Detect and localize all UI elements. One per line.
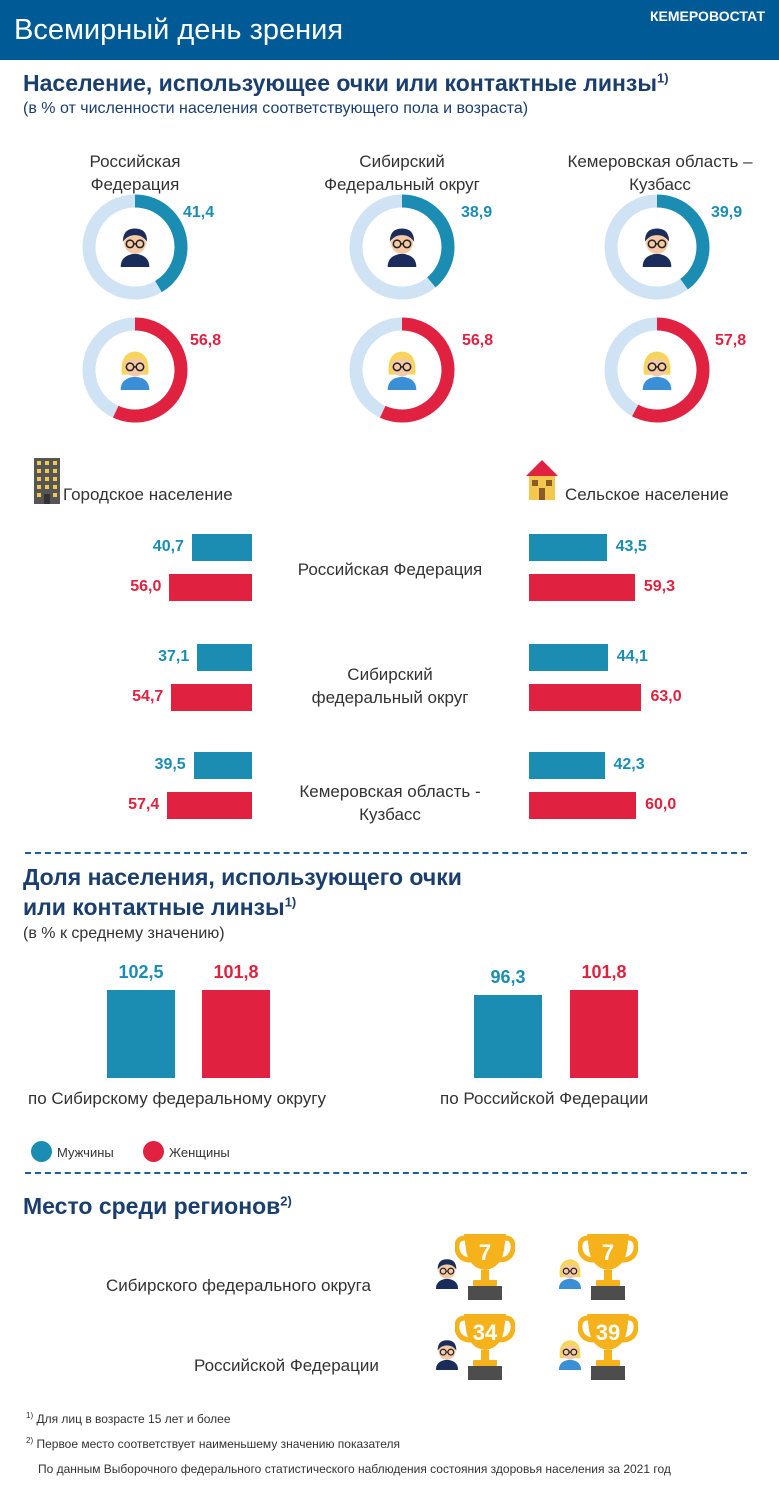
donut-arc-women xyxy=(349,317,455,423)
footnote-2: 2) Первое место соответствует наименьшем… xyxy=(26,1436,401,1451)
bar-share-women xyxy=(202,990,270,1078)
section1-subtitle: (в % от численности населения соответств… xyxy=(23,100,529,117)
row-label-sfo: Сибирский федеральный округ xyxy=(311,665,469,707)
bar-rural-men xyxy=(529,752,605,779)
legend-men-swatch xyxy=(31,1141,52,1162)
bar-share-women xyxy=(570,990,638,1078)
divider-1 xyxy=(25,852,747,854)
divider-2 xyxy=(25,1172,747,1174)
donut-arc-men xyxy=(82,194,188,300)
section4-title: Место среди регионов2) xyxy=(23,1193,292,1219)
woman-avatar-icon xyxy=(119,350,151,390)
group-label-sfo: по Сибирскому федеральному округу xyxy=(28,1089,326,1108)
region-label-sfo: Сибирский Федеральный округ xyxy=(324,152,480,194)
urban-label: Городское население xyxy=(63,485,233,504)
bar-share-men xyxy=(107,989,175,1078)
bar-rural-women xyxy=(529,684,642,711)
bar-rural-men xyxy=(529,534,607,561)
bar-urban-men xyxy=(197,644,252,671)
value-urban-men: 40,7 xyxy=(152,538,184,555)
source-note: По данным Выборочного федерального стати… xyxy=(38,1462,671,1476)
rank-rf-women: 39 xyxy=(595,1320,621,1345)
donut-value-sfo-women: 56,8 xyxy=(462,332,494,349)
page-title: Всемирный день зрения xyxy=(14,14,344,46)
man-avatar-icon xyxy=(119,227,151,267)
rank-sfo-women: 7 xyxy=(601,1240,615,1265)
man-avatar-icon xyxy=(641,227,673,267)
rank-label-sfo: Сибирского федерального округа xyxy=(106,1276,371,1295)
value-rural-men: 44,1 xyxy=(616,648,648,665)
bar-urban-men xyxy=(191,534,252,561)
rank-rf-men: 34 xyxy=(472,1320,498,1345)
man-avatar-icon xyxy=(386,227,418,267)
value-rural-men: 42,3 xyxy=(613,756,645,773)
value-urban-women: 57,4 xyxy=(128,796,160,813)
value-rural-women: 60,0 xyxy=(645,796,677,813)
value-share-women: 101,8 xyxy=(213,962,259,983)
header-bar xyxy=(0,0,779,60)
row-label-rf: Российская Федерация xyxy=(297,560,483,579)
rank-label-rf: Российской Федерации xyxy=(194,1356,379,1375)
region-label-kuzbass: Кемеровская область – Кузбасс xyxy=(567,152,753,194)
value-share-men: 102,5 xyxy=(118,961,164,982)
donut-charts xyxy=(82,194,710,423)
donut-value-rf-women: 56,8 xyxy=(190,332,222,349)
value-rural-women: 59,3 xyxy=(643,578,675,595)
section3-title-line2: или контактные линзы1) xyxy=(23,894,297,920)
value-urban-men: 37,1 xyxy=(158,648,190,665)
house-icon xyxy=(526,460,558,500)
section1-title: Население, использующее очки или контакт… xyxy=(23,70,669,96)
legend-men-label: Мужчины xyxy=(57,1145,114,1160)
bar-rural-men xyxy=(529,644,608,671)
bar-share-men xyxy=(474,995,542,1078)
woman-avatar-icon xyxy=(641,350,673,390)
bar-rural-women xyxy=(529,574,635,601)
region-label-rf: Российская Федерация xyxy=(89,152,181,194)
value-urban-women: 54,7 xyxy=(132,688,164,705)
footnote-1: 1) Для лиц в возрасте 15 лет и более xyxy=(26,1411,231,1426)
value-share-men: 96,3 xyxy=(490,967,526,988)
section3-title-line1: Доля населения, использующего очки xyxy=(23,864,462,890)
bar-urban-men xyxy=(193,752,252,779)
woman-avatar-icon xyxy=(386,350,418,390)
donut-arc-women xyxy=(604,317,710,423)
donut-value-kuzbass-women: 57,8 xyxy=(715,332,747,349)
bar-urban-women xyxy=(167,792,252,819)
bar-urban-women xyxy=(169,574,252,601)
group-label-rf: по Российской Федерации xyxy=(440,1089,649,1108)
value-urban-men: 39,5 xyxy=(154,756,186,773)
bar-urban-women xyxy=(171,684,252,711)
section3-subtitle: (в % к среднему значению) xyxy=(23,925,225,942)
donut-arc-men xyxy=(604,194,710,300)
value-share-women: 101,8 xyxy=(581,962,627,983)
bar-rural-women xyxy=(529,792,637,819)
donut-value-kuzbass-men: 39,9 xyxy=(711,204,743,221)
legend-women-swatch xyxy=(143,1141,164,1162)
value-rural-men: 43,5 xyxy=(615,538,647,555)
value-urban-women: 56,0 xyxy=(130,578,162,595)
donut-value-rf-men: 41,4 xyxy=(183,204,215,221)
donut-arc-men xyxy=(349,194,455,300)
donut-value-sfo-men: 38,9 xyxy=(461,204,493,221)
value-rural-women: 63,0 xyxy=(650,688,682,705)
row-label-kuzbass: Кемеровская область - Кузбасс xyxy=(299,782,481,824)
rural-label: Сельское население xyxy=(565,485,729,504)
building-icon xyxy=(34,458,60,504)
rank-sfo-men: 7 xyxy=(478,1240,492,1265)
donut-arc-women xyxy=(82,317,188,423)
org-name: КЕМЕРОВОСТАТ xyxy=(650,8,765,24)
legend-women-label: Женщины xyxy=(169,1145,230,1160)
